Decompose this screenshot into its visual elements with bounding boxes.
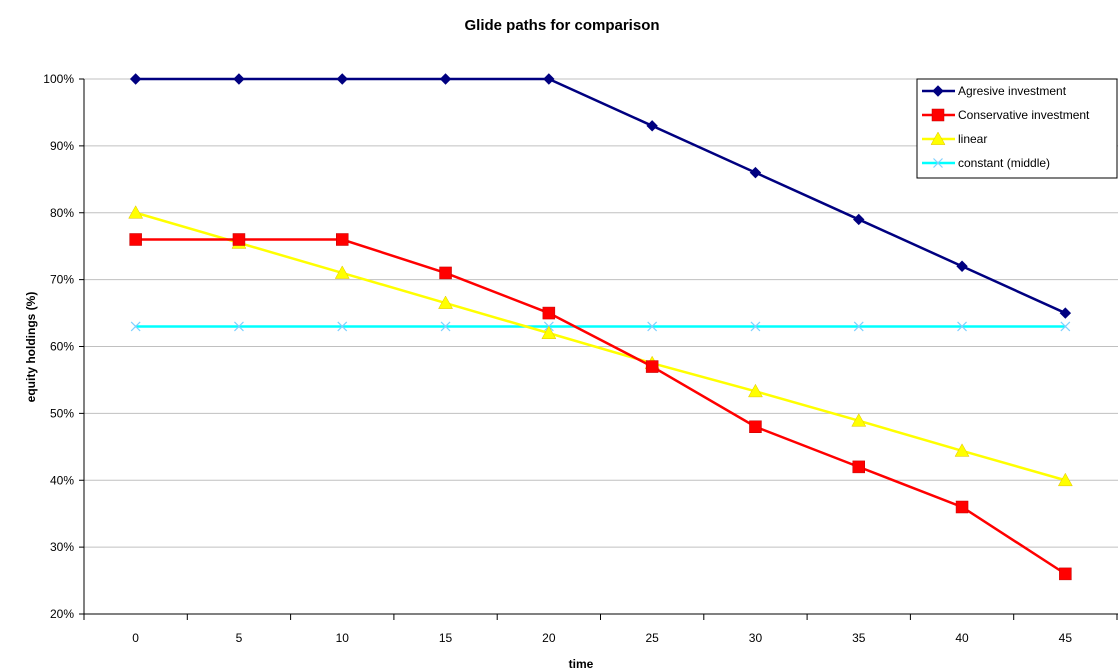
data-point [130,321,141,332]
data-point [853,213,865,226]
data-point [1057,472,1073,487]
series-line [135,211,1066,482]
y-axis-label: equity holdings (%) [24,292,38,403]
data-point [647,321,658,332]
data-point [645,360,659,373]
x-tick-label: 30 [749,631,763,645]
legend-item: linear [922,131,987,146]
data-point [542,306,556,320]
data-point [750,321,761,332]
legend-item: Agresive investment [922,84,1067,98]
y-tick-label: 40% [50,473,74,487]
x-tick-label: 35 [852,631,866,645]
legend: Agresive investment Conservative investme… [916,78,1118,179]
y-tick-label: 70% [50,273,74,287]
legend-marker [932,85,944,97]
x-tick-label: 40 [955,631,969,645]
data-point [233,73,245,85]
series-agresive-investment [129,73,1072,319]
legend-marker [933,158,943,168]
y-tick-label: 30% [50,540,74,554]
data-point [954,443,970,457]
legend-label: Agresive investment [958,84,1067,98]
x-tick-label: 25 [645,631,659,645]
data-point [232,233,246,246]
data-point [851,413,867,427]
series-line [135,238,1067,575]
x-tick-label: 15 [439,631,453,645]
x-tick-label: 5 [236,631,243,645]
data-point [336,233,349,246]
y-tick-label: 60% [50,340,74,354]
legend-marker [931,108,945,122]
data-point [234,321,244,332]
data-point [129,233,142,246]
legend-item: constant (middle) [922,156,1050,170]
legend-label: linear [958,132,987,146]
data-point [440,321,451,332]
data-point [1060,321,1071,332]
data-point [438,295,453,309]
x-tick-label: 0 [132,631,139,645]
legend-item: Conservative investment [922,108,1090,122]
data-point [852,460,865,474]
data-point [439,266,452,280]
data-point [956,260,968,272]
series-line [135,77,1066,315]
data-point [853,321,864,332]
series-conservative-investment [129,233,1072,581]
data-point [749,420,762,433]
data-point [955,500,969,514]
data-point [1059,307,1072,319]
data-point [336,73,348,85]
data-point [646,120,658,132]
x-tick-label: 45 [1059,631,1073,645]
data-point [543,73,555,85]
data-point [1059,567,1072,581]
series-linear [128,205,1073,487]
plot-area: 20% 30% 40% 50% 60% 70% 80% 90% 100% 0 5 10 15 20 25 30… [43,72,1118,645]
data-point [957,321,967,332]
legend-label: constant (middle) [958,156,1050,170]
y-tick-label: 20% [50,607,74,621]
data-point [749,166,762,179]
y-tick-label: 80% [50,206,74,220]
series-constant-middle [130,321,1071,332]
data-point [439,73,452,85]
data-point [334,265,350,279]
data-point [337,321,348,332]
data-point [129,73,142,85]
y-tick-label: 100% [43,72,74,86]
data-point [541,325,557,339]
data-point [748,383,763,398]
y-tick-label: 90% [50,139,74,153]
legend-marker [930,131,946,145]
legend-box [916,78,1118,179]
y-tick-label: 50% [50,406,74,420]
data-point [128,205,144,219]
x-tick-label: 20 [542,631,556,645]
x-tick-label: 10 [336,631,350,645]
chart-title: Glide paths for comparison [464,17,659,34]
x-axis-label: time [569,657,594,671]
legend-label: Conservative investment [958,108,1090,122]
